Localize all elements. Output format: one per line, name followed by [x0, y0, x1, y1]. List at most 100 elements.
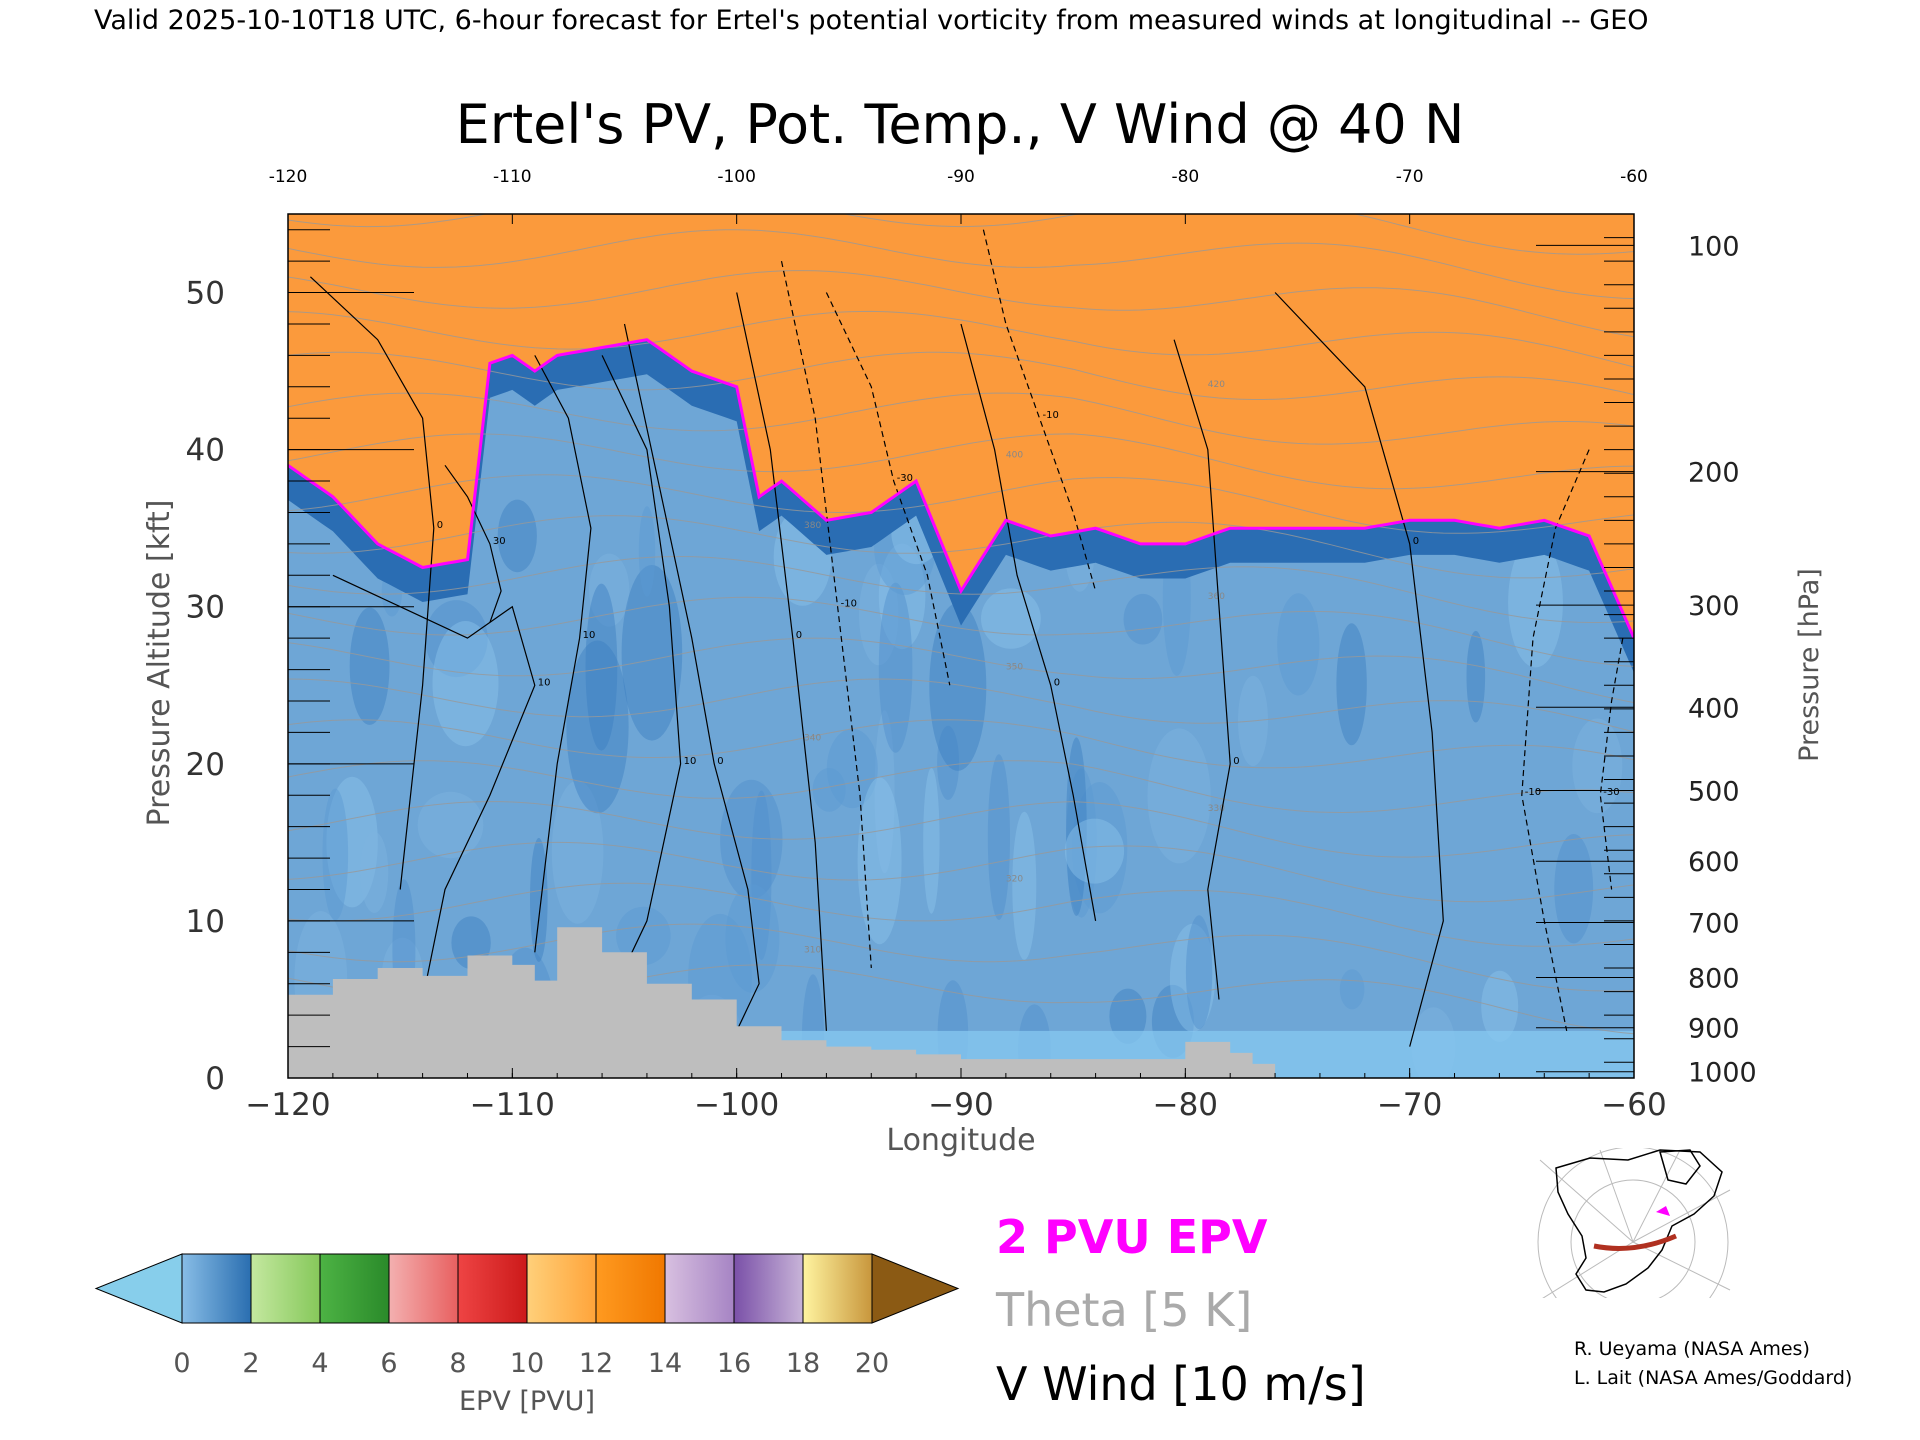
location-marker — [1656, 1206, 1670, 1216]
v-wind-contour-label: 30 — [493, 536, 506, 547]
pv-texture-patch — [859, 563, 899, 666]
theta-contour — [288, 515, 1634, 579]
v-wind-contour-label: 0 — [1413, 536, 1419, 547]
colorbar-tick-label: 20 — [855, 1348, 889, 1379]
v-wind-contours: 0 10 30 10 10 0 0 -10 -30 -10 0 0 0 -10 -30 — [309, 229, 1624, 1047]
colorbar-over-arrow — [871, 1253, 960, 1324]
theta-contour — [288, 474, 1634, 534]
pv-texture-patch — [826, 728, 878, 809]
pressure-tick-label: 200 — [1688, 458, 1740, 489]
colorbar-tick-label: 18 — [786, 1348, 820, 1379]
pv-texture-patch — [1481, 970, 1519, 1042]
theta-contour — [288, 841, 1634, 903]
v-wind-contour-label: -10 — [841, 599, 857, 610]
theta-contour — [288, 882, 1634, 947]
header-line: Valid 2025-10-10T18 UTC, 6-hour forecast… — [94, 5, 1649, 36]
theta-contour — [288, 214, 1634, 255]
epv-colorbar: 0 2 4 6 8 10 12 14 16 18 20 — [94, 1253, 960, 1379]
pv-texture-patch — [1508, 537, 1563, 668]
pv-texture-patch — [878, 582, 913, 753]
y-tick-label: 50 — [186, 276, 225, 312]
colorbar-bin — [734, 1254, 803, 1323]
pv-texture-patch — [322, 788, 349, 921]
axes: −120-120−110-110−100-100−90-90−80-80−70-… — [186, 167, 1757, 1123]
pv-texture-patch — [923, 767, 940, 914]
pv-texture-patch — [1123, 593, 1163, 645]
v-wind-contour-label: 10 — [583, 630, 596, 641]
pv-texture-patch — [1147, 728, 1211, 864]
pressure-tick-label: 1000 — [1688, 1058, 1757, 1089]
pv-texture-patch — [1554, 834, 1594, 944]
credit-line-1: R. Ueyama (NASA Ames) — [1574, 1338, 1810, 1360]
v-wind-contour — [309, 276, 435, 890]
pressure-tick-label: 800 — [1688, 963, 1740, 994]
colorbar-bin — [251, 1254, 320, 1323]
pv-texture-patch — [349, 607, 390, 725]
pv-texture-patch — [1064, 818, 1125, 884]
theta-contour — [288, 392, 1634, 445]
theta-contour-label: 360 — [1208, 592, 1225, 602]
pv-texture-patch — [1185, 915, 1213, 1030]
colorbar-bin — [527, 1254, 596, 1323]
theta-contour-label: 330 — [1208, 804, 1225, 814]
legend-entry-v-wind: V Wind [10 m/s] — [996, 1357, 1366, 1411]
pressure-tick-label: 900 — [1688, 1014, 1740, 1045]
colorbar-tick-label: 10 — [510, 1348, 544, 1379]
pv-texture-patch — [530, 837, 548, 962]
theta-contour-label: 380 — [804, 521, 821, 531]
v-wind-contour-label: -30 — [1603, 787, 1619, 798]
pv-texture-patch — [585, 583, 618, 751]
credit-line-2: L. Lait (NASA Ames/Goddard) — [1574, 1367, 1852, 1389]
high-pv-tropopause-band — [288, 339, 1634, 673]
pressure-tick-label: 300 — [1688, 591, 1740, 622]
v-wind-contour — [825, 292, 951, 686]
v-wind-contour — [1521, 449, 1590, 1032]
v-wind-contour-label: 10 — [684, 756, 697, 767]
x-tick-label: −70 — [1377, 1087, 1442, 1123]
theta-contour — [288, 596, 1634, 667]
pv-texture-patch — [589, 553, 630, 627]
pv-texture-patch — [987, 754, 1011, 920]
theta-contour — [288, 310, 1634, 368]
colorbar-bin — [389, 1254, 458, 1323]
colorbar-bin — [320, 1254, 389, 1323]
epv-band-12-14 — [288, 214, 1634, 639]
plot-area: 310 320 330 340 350 360 380 400 420 0 10 30 10 10 0 0 -… — [288, 214, 1634, 1078]
colorbar-tick-label: 12 — [579, 1348, 613, 1379]
colorbar-tick-label: 16 — [717, 1348, 751, 1379]
v-wind-contour — [982, 229, 1097, 592]
theta-contour-label: 340 — [804, 733, 821, 743]
pv-texture-patch — [929, 602, 987, 771]
x-tick-label: −80 — [1153, 1087, 1218, 1123]
v-wind-contour-label: 0 — [796, 630, 802, 641]
y-tick-label: 20 — [186, 747, 225, 783]
colorbar-bin — [665, 1254, 734, 1323]
chart-title: Ertel's PV, Pot. Temp., V Wind @ 40 N — [456, 93, 1465, 156]
y-axis-label: Pressure Altitude [kft] — [142, 500, 177, 827]
cross-section-line — [1593, 1233, 1677, 1251]
colorbar-tick-label: 4 — [311, 1348, 328, 1379]
terrain — [288, 927, 1634, 1078]
colorbar-tick-label: 2 — [242, 1348, 259, 1379]
pv-texture-patch — [981, 588, 1041, 649]
v-wind-contour — [1599, 637, 1624, 890]
x-tick-label: −120 — [245, 1087, 330, 1123]
pv-texture-patch — [1109, 988, 1147, 1044]
v-wind-contour-label: -10 — [1043, 410, 1059, 421]
pressure-tick-label: 700 — [1688, 908, 1740, 939]
colorbar-bin — [596, 1254, 665, 1323]
pv-texture-patch — [638, 506, 656, 597]
pressure-tick-label: 500 — [1688, 777, 1740, 808]
pv-texture-patch — [1466, 630, 1486, 723]
v-wind-contour-label: -10 — [1525, 787, 1541, 798]
colorbar-under-arrow — [94, 1253, 183, 1324]
pressure-tick-label: 100 — [1688, 231, 1740, 262]
colorbar-tick-label: 8 — [449, 1348, 466, 1379]
pv-texture-patch — [551, 780, 604, 924]
tropopause-2pvu-line — [288, 338, 1634, 639]
v-wind-contour — [444, 464, 502, 623]
theta-contour — [288, 229, 1634, 300]
theta-contour — [288, 351, 1634, 400]
y-axis-right-label: Pressure [hPa] — [1794, 568, 1825, 762]
